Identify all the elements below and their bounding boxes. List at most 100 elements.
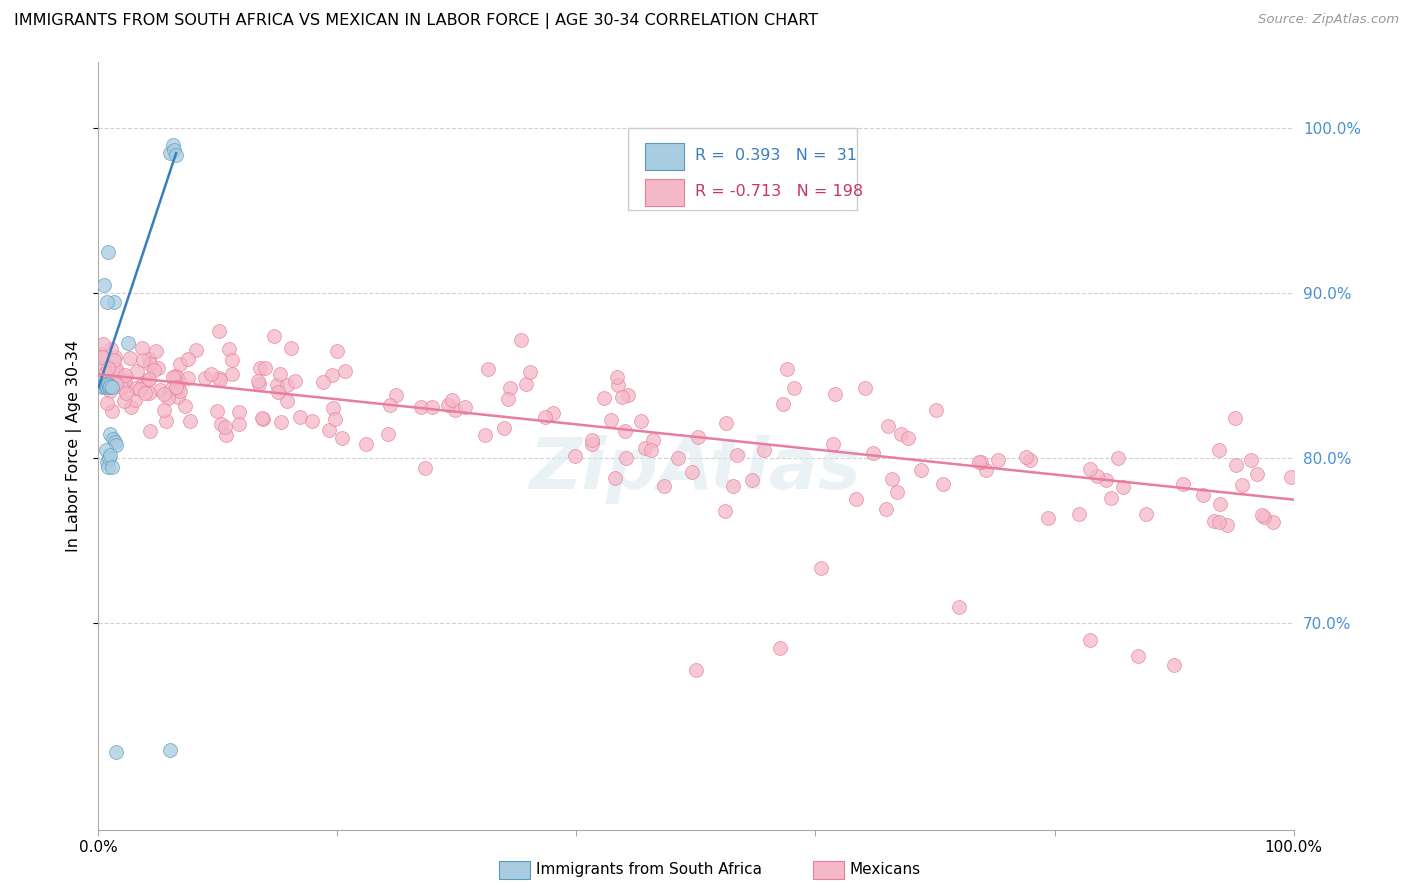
Point <box>98 451 121 466</box>
Point <box>1223 410 1246 425</box>
Point <box>1135 507 1157 521</box>
Point <box>333 364 356 378</box>
Point <box>948 599 970 614</box>
Point <box>105 362 128 376</box>
Point <box>875 502 897 516</box>
Point <box>1209 497 1232 511</box>
Point <box>752 442 775 457</box>
Point <box>614 424 637 438</box>
Point <box>138 386 160 401</box>
Point <box>824 387 846 401</box>
Point <box>974 462 997 476</box>
Point <box>276 394 298 409</box>
Point <box>640 443 662 458</box>
Point <box>120 400 142 414</box>
Point <box>169 384 191 398</box>
Point <box>209 417 232 431</box>
Point <box>96 294 118 309</box>
Point <box>252 411 274 425</box>
Point <box>96 455 118 469</box>
Point <box>93 278 115 293</box>
Point <box>519 365 541 379</box>
Point <box>925 402 948 417</box>
Point <box>654 478 676 492</box>
Point <box>1225 458 1247 472</box>
Point <box>270 415 292 429</box>
Point <box>454 401 477 415</box>
Point <box>1085 469 1108 483</box>
Point <box>641 433 664 447</box>
Point <box>725 448 748 462</box>
Point <box>160 383 183 397</box>
Point <box>200 367 222 381</box>
Point <box>167 390 190 404</box>
Point <box>1261 515 1284 529</box>
Point <box>221 368 243 382</box>
Point <box>110 380 132 394</box>
Point <box>782 381 804 395</box>
Point <box>890 427 912 442</box>
Point <box>249 361 271 376</box>
Point <box>98 448 122 462</box>
Point <box>932 477 955 491</box>
Point <box>93 375 115 389</box>
Point <box>612 390 634 404</box>
Point <box>474 427 496 442</box>
Point <box>681 465 703 479</box>
Point <box>208 373 231 387</box>
Point <box>967 455 990 469</box>
Point <box>970 455 993 469</box>
Point <box>607 377 630 392</box>
Y-axis label: In Labor Force | Age 30-34: In Labor Force | Age 30-34 <box>66 340 83 552</box>
Point <box>124 392 146 407</box>
Point <box>98 426 122 441</box>
Point <box>1253 510 1275 524</box>
Point <box>853 381 876 395</box>
Point <box>437 398 460 412</box>
Point <box>564 449 586 463</box>
Point <box>100 342 122 356</box>
Point <box>1230 478 1253 492</box>
Point <box>330 431 353 445</box>
Point <box>114 375 136 389</box>
Point <box>323 412 346 426</box>
Point <box>127 364 149 378</box>
Point <box>420 400 443 414</box>
Point <box>377 427 399 442</box>
Point <box>614 450 637 465</box>
Point <box>93 336 115 351</box>
Point <box>162 370 184 384</box>
Point <box>1163 657 1185 672</box>
Text: Source: ZipAtlas.com: Source: ZipAtlas.com <box>1258 13 1399 27</box>
Point <box>1095 474 1118 488</box>
Point <box>510 333 533 347</box>
Point <box>105 745 128 759</box>
Point <box>159 743 181 757</box>
Point <box>155 414 177 428</box>
Point <box>266 378 288 392</box>
Point <box>714 504 737 518</box>
Point <box>163 368 186 383</box>
Point <box>284 374 307 388</box>
Point <box>138 372 160 386</box>
Point <box>444 403 467 417</box>
Point <box>152 403 174 417</box>
Point <box>496 392 519 406</box>
Point <box>112 393 135 408</box>
Point <box>1192 488 1215 502</box>
Point <box>312 376 335 390</box>
Point <box>1279 469 1302 483</box>
Point <box>1204 514 1226 528</box>
Point <box>112 371 135 385</box>
Point <box>114 379 136 393</box>
Point <box>714 417 737 431</box>
Point <box>143 363 166 377</box>
Point <box>775 362 797 376</box>
Point <box>97 459 120 474</box>
Point <box>125 381 148 395</box>
Point <box>1240 452 1263 467</box>
Point <box>280 342 302 356</box>
Point <box>1128 649 1150 664</box>
Point <box>384 388 406 402</box>
Point <box>441 392 464 407</box>
